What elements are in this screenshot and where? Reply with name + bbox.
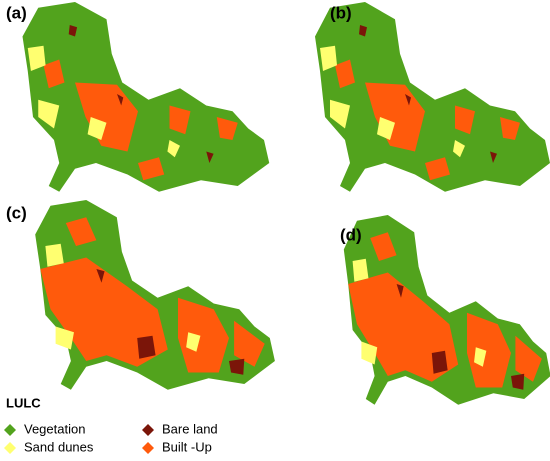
legend-title: LULC: [6, 395, 41, 410]
legend-label: Vegetation: [24, 421, 85, 436]
legend-marker: [4, 442, 16, 454]
legend-marker: [4, 424, 16, 436]
panel-label: (d): [340, 225, 362, 244]
legend-label: Sand dunes: [24, 439, 94, 454]
legend-marker: [142, 424, 154, 436]
panel-label: (a): [6, 3, 27, 22]
legend-marker: [142, 442, 154, 454]
map-c: [35, 200, 275, 390]
legend-label: Bare land: [162, 421, 218, 436]
legend-label: Built -Up: [162, 439, 212, 454]
map-b: [315, 2, 550, 192]
map-d: [343, 215, 550, 405]
panel-label: (b): [330, 3, 352, 22]
legend: LULC Vegetation Bare land Sand dunes Built -…: [4, 395, 218, 454]
panel-label: (c): [6, 203, 27, 222]
map-a: [22, 2, 270, 192]
panel-labels: (a) (b) (c) (d): [6, 3, 362, 244]
